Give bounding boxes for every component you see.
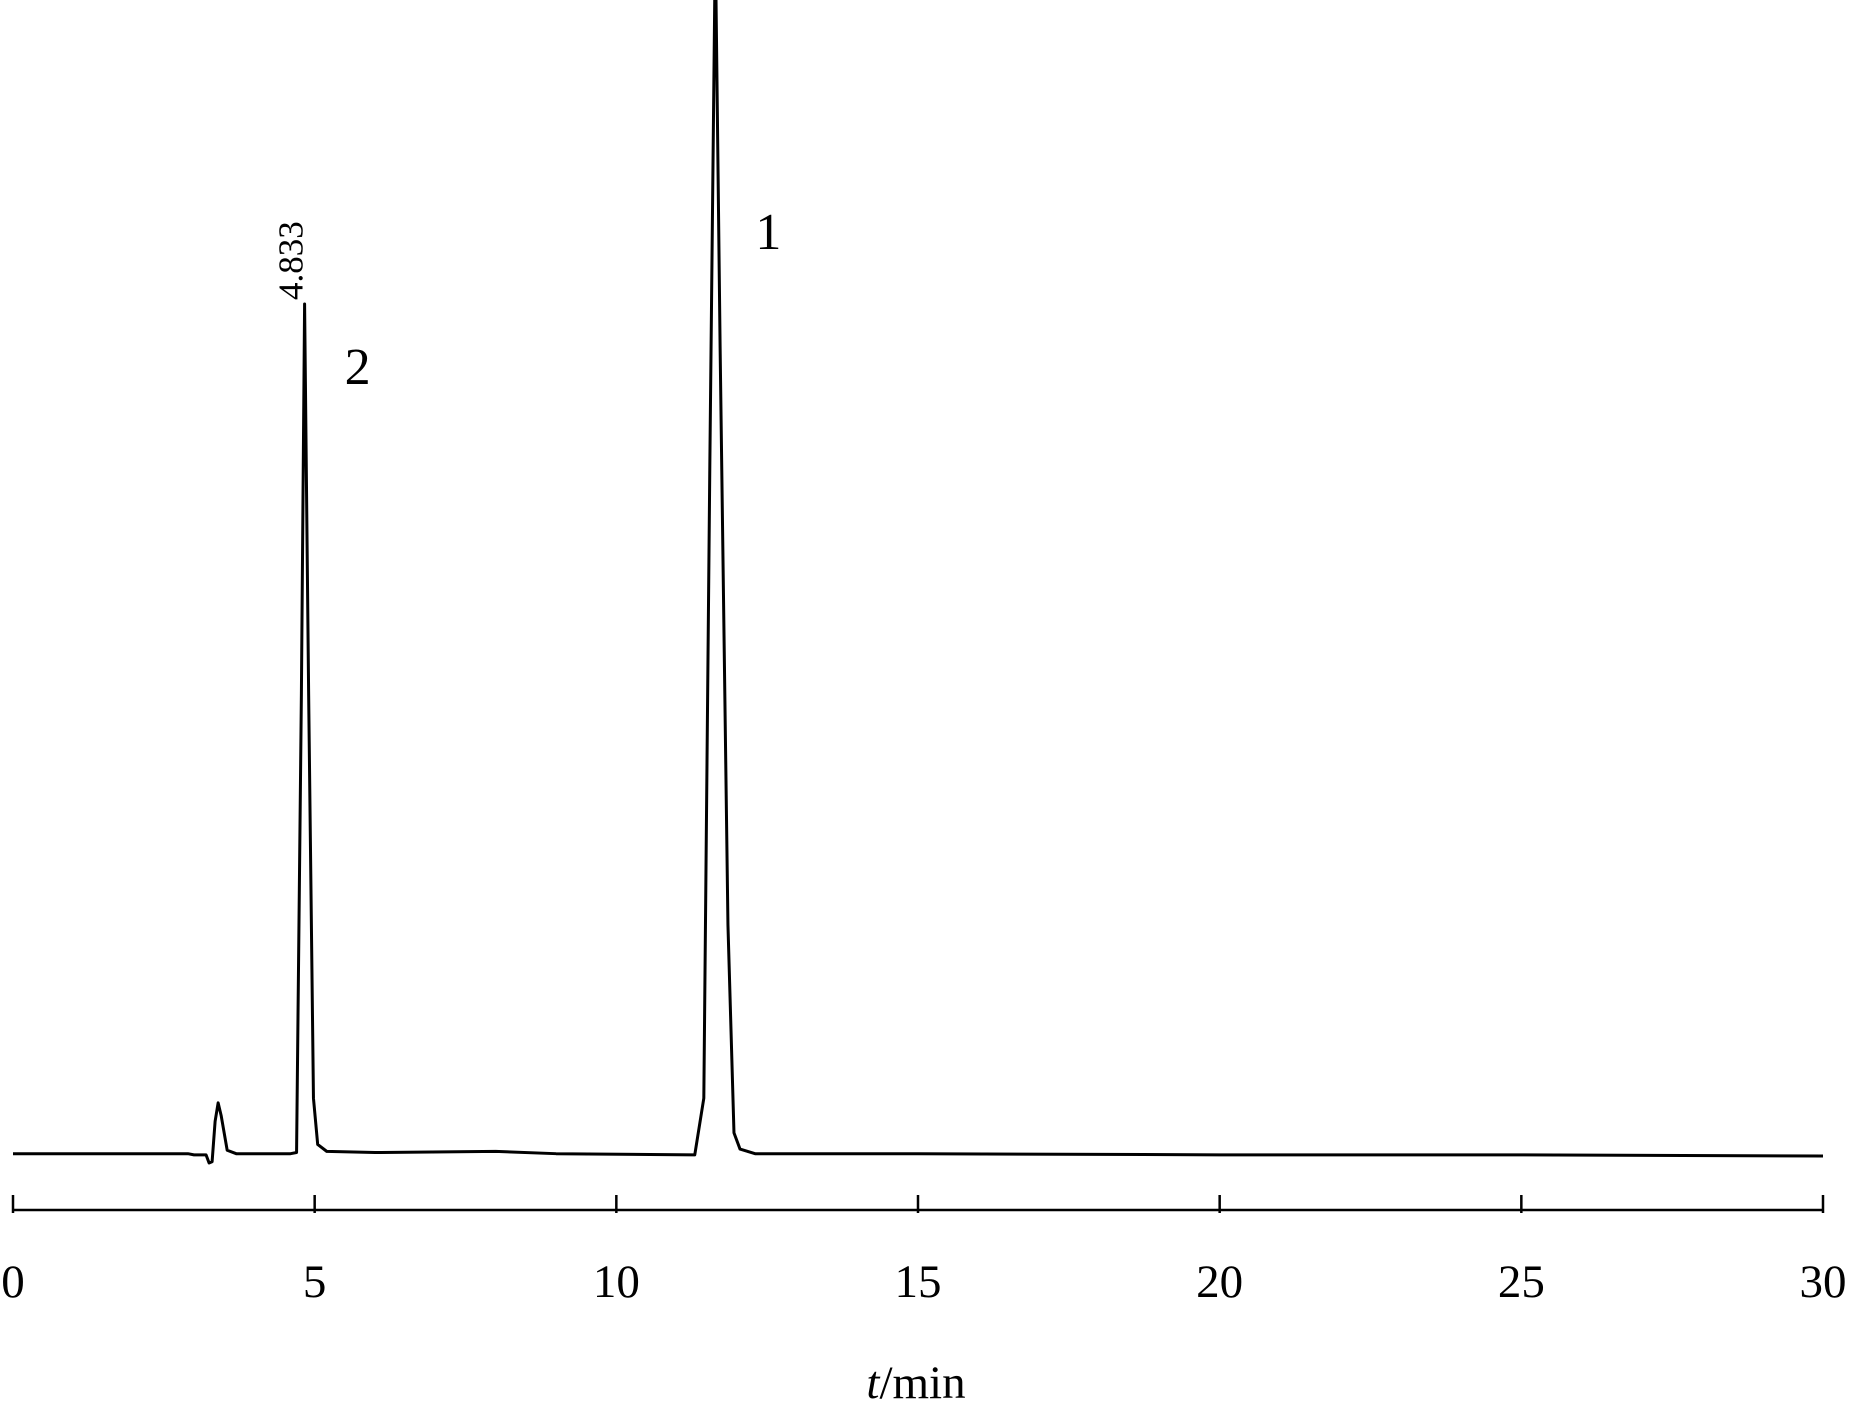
x-tick-label: 10 — [593, 1256, 640, 1308]
x-tick-label: 30 — [1800, 1256, 1847, 1308]
x-axis-title: t/min — [866, 1357, 965, 1402]
x-axis-unit: /min — [879, 1357, 965, 1402]
peak-number: 1 — [755, 204, 781, 261]
x-tick-label: 0 — [1, 1256, 25, 1308]
x-tick-label: 5 — [303, 1256, 327, 1308]
x-tick-label: 20 — [1196, 1256, 1243, 1308]
peak-number: 2 — [345, 339, 371, 396]
x-tick-label: 25 — [1498, 1256, 1545, 1308]
x-tick-label: 15 — [895, 1256, 942, 1308]
x-axis-var: t — [866, 1357, 880, 1402]
chromatogram-line — [13, 0, 1824, 1165]
peak-time-label: 4.833 — [272, 221, 311, 300]
